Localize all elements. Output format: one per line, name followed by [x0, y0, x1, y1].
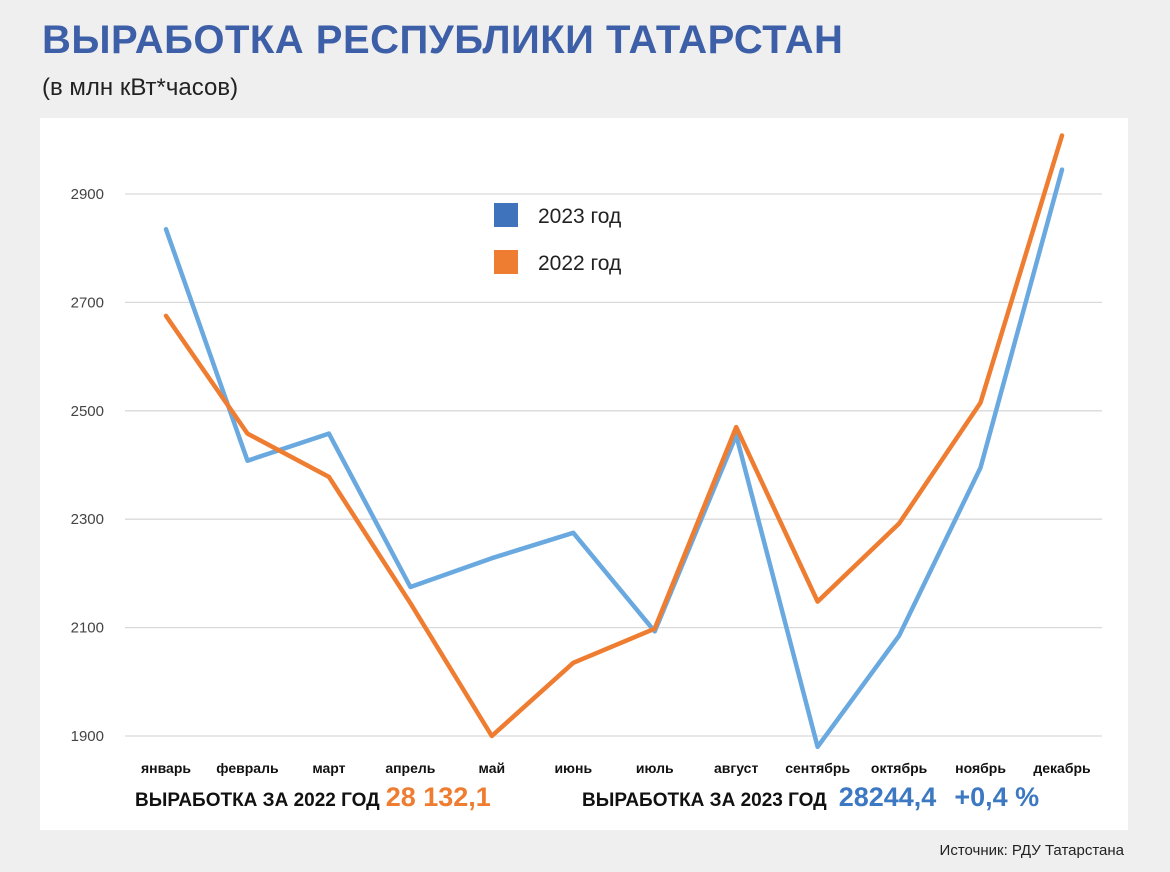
y-axis-ticks: 1900 2100 2300 2500 2700 2900: [71, 186, 104, 745]
x-tick-label: сентябрь: [785, 760, 850, 776]
y-tick-label: 1900: [71, 728, 104, 745]
summary-2022: ВЫРАБОТКА ЗА 2022 ГОД 28 132,1: [135, 782, 491, 813]
x-tick-label: апрель: [385, 760, 435, 776]
series-line-2023: [163, 167, 1065, 750]
source-note: Источник: РДУ Татарстана: [939, 842, 1124, 859]
x-tick-label: январь: [141, 760, 191, 776]
legend-swatch: [494, 203, 518, 227]
summary-2023-label: ВЫРАБОТКА ЗА 2023 ГОД: [582, 790, 827, 811]
grid-lines: [125, 193, 1102, 737]
summary-2023-change: +0,4 %: [954, 782, 1040, 812]
x-tick-label: май: [479, 760, 506, 776]
series-lines: [163, 133, 1065, 750]
x-tick-label: июль: [636, 760, 674, 776]
chart-panel: [40, 118, 1128, 830]
summary-2023: ВЫРАБОТКА ЗА 2023 ГОД 28244,4 +0,4 %: [582, 782, 1039, 813]
legend-swatch: [494, 250, 518, 274]
y-tick-label: 2500: [71, 403, 104, 420]
legend-label: 2022 год: [538, 252, 621, 275]
y-tick-label: 2900: [71, 186, 104, 203]
x-tick-label: август: [714, 760, 758, 776]
y-tick-label: 2100: [71, 620, 104, 637]
x-tick-label: февраль: [216, 760, 279, 776]
x-tick-label: март: [312, 760, 345, 776]
legend: 2023 год 2022 год: [494, 203, 621, 275]
x-tick-label: декабрь: [1033, 760, 1091, 776]
summary-2022-label: ВЫРАБОТКА ЗА 2022 ГОД: [135, 790, 380, 811]
series-line-2022: [163, 133, 1065, 739]
x-tick-label: ноябрь: [955, 760, 1006, 776]
x-tick-label: июнь: [554, 760, 592, 776]
summary-2023-value: 28244,4: [838, 782, 937, 812]
page-title: ВЫРАБОТКА РЕСПУБЛИКИ ТАТАРСТАН: [42, 18, 844, 62]
x-axis-ticks: январь февраль март апрель май июнь июль август…: [141, 760, 1091, 776]
y-tick-label: 2700: [71, 294, 104, 311]
x-tick-label: октябрь: [871, 760, 928, 776]
summary-2022-value: 28 132,1: [385, 782, 491, 812]
legend-label: 2023 год: [538, 205, 621, 228]
page-subtitle: (в млн кВт*часов): [42, 74, 239, 101]
y-tick-label: 2300: [71, 511, 104, 528]
